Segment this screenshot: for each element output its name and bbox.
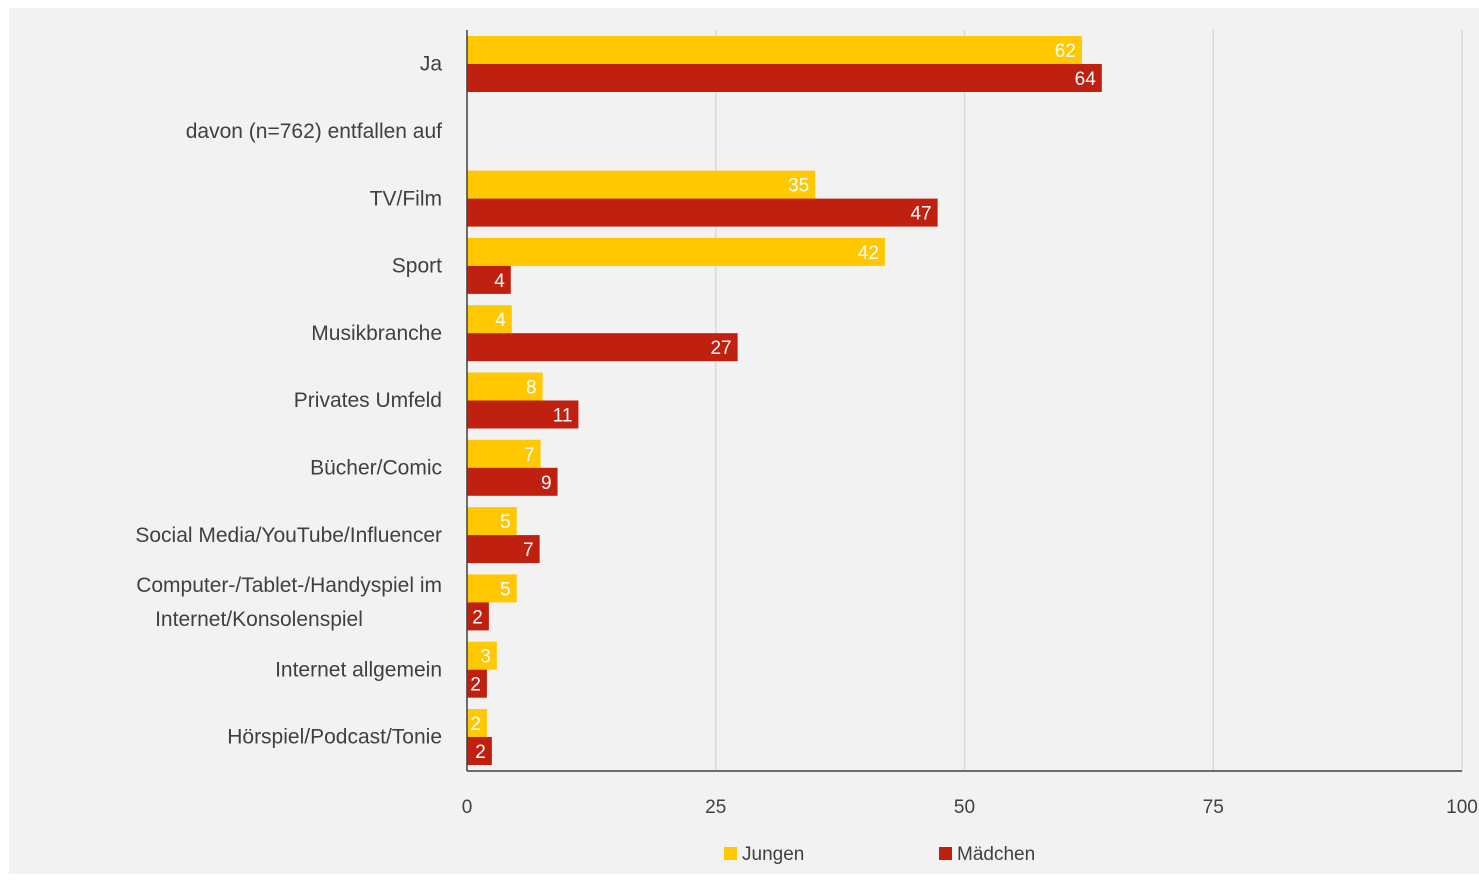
bar-jungen bbox=[467, 36, 1082, 64]
data-label: 2 bbox=[470, 714, 481, 735]
data-label: 35 bbox=[788, 176, 809, 197]
data-label: 3 bbox=[480, 647, 491, 668]
data-label: 5 bbox=[500, 512, 511, 533]
category-label: davon (n=762) entfallen auf bbox=[186, 120, 442, 143]
chart-area bbox=[9, 8, 1479, 874]
bar-mädchen bbox=[467, 467, 558, 496]
data-label: 62 bbox=[1055, 41, 1076, 62]
data-label: 11 bbox=[553, 406, 573, 427]
data-label: 27 bbox=[710, 338, 731, 359]
data-label: 2 bbox=[472, 607, 483, 628]
bar-mädchen bbox=[467, 265, 511, 294]
legend-label: Mädchen bbox=[957, 844, 1035, 865]
data-label: 4 bbox=[495, 310, 506, 331]
data-label: 8 bbox=[526, 378, 537, 399]
bar-mädchen bbox=[467, 198, 938, 227]
x-tick-label: 0 bbox=[462, 797, 473, 818]
axes: 0 25 50 75 100 bbox=[462, 30, 1478, 818]
bar-jungen bbox=[467, 709, 487, 737]
category-label: Hörspiel/Podcast/Tonie bbox=[227, 726, 442, 749]
category-label: Musikbranche bbox=[311, 322, 442, 345]
category-label: Social Media/YouTube/Influencer bbox=[135, 524, 442, 547]
data-label: 5 bbox=[500, 579, 511, 600]
bar-jungen bbox=[467, 507, 517, 536]
data-label: 2 bbox=[470, 675, 481, 696]
category-label: Internet/Konsolenspiel bbox=[155, 608, 363, 631]
bar-mädchen bbox=[467, 333, 738, 362]
category-label: Ja bbox=[420, 53, 443, 76]
data-label: 64 bbox=[1075, 69, 1097, 90]
gridlines bbox=[715, 30, 1463, 771]
data-label: 7 bbox=[524, 445, 535, 466]
category-label: Sport bbox=[392, 255, 442, 278]
data-label: 4 bbox=[494, 271, 505, 292]
bar-jungen bbox=[467, 372, 543, 401]
legend-label: Jungen bbox=[742, 844, 804, 865]
data-label: 47 bbox=[910, 204, 931, 225]
bar-jungen bbox=[467, 641, 497, 670]
data-label: 2 bbox=[475, 742, 486, 763]
bar-jungen bbox=[467, 574, 517, 603]
legend-swatch-mädchen bbox=[939, 847, 952, 860]
category-label: Privates Umfeld bbox=[294, 389, 442, 412]
bars bbox=[467, 36, 1102, 765]
legend: Jungen Mädchen bbox=[724, 844, 1035, 865]
bar-mädchen bbox=[467, 535, 540, 564]
data-label: 7 bbox=[523, 540, 534, 561]
legend-swatch-jungen bbox=[724, 847, 737, 860]
data-label: 42 bbox=[858, 243, 879, 264]
category-label: TV/Film bbox=[370, 187, 442, 210]
x-tick-label: 75 bbox=[1203, 797, 1224, 818]
bar-jungen bbox=[467, 305, 512, 334]
labels: Ja 62 64 davon (n=762) entfallen auf TV/Film… bbox=[135, 41, 1096, 763]
x-tick-label: 50 bbox=[954, 797, 975, 818]
x-tick-label: 100 bbox=[1446, 797, 1478, 818]
category-label: Bücher/Comic bbox=[310, 456, 442, 479]
x-tick-label: 25 bbox=[705, 797, 726, 818]
bar-jungen bbox=[467, 439, 541, 468]
data-label: 9 bbox=[541, 473, 552, 494]
bar-mädchen bbox=[467, 64, 1102, 92]
bar-mädchen bbox=[467, 737, 492, 765]
bar-mädchen bbox=[467, 602, 489, 631]
bar-mädchen bbox=[467, 400, 579, 429]
bar-jungen bbox=[467, 237, 885, 266]
category-label: Internet allgemein bbox=[275, 658, 442, 681]
bar-mädchen bbox=[467, 669, 487, 698]
category-label: Computer-/Tablet-/Handyspiel im bbox=[136, 574, 442, 597]
bar-jungen bbox=[467, 170, 816, 199]
